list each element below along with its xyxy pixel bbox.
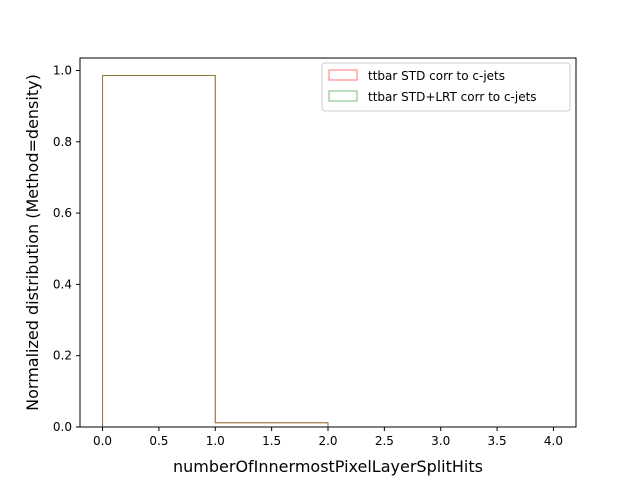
x-tick-label: 1.5	[262, 434, 281, 448]
legend-entry-std-lrt: ttbar STD+LRT corr to c-jets	[368, 90, 537, 104]
x-tick-label: 2.0	[318, 434, 337, 448]
x-tick-label: 2.5	[375, 434, 394, 448]
axes-frame	[79, 57, 577, 428]
legend-box	[321, 62, 571, 112]
plot-area	[102, 74, 329, 427]
x-tick-label: 0.0	[93, 434, 112, 448]
x-tick-label: 4.0	[544, 434, 563, 448]
x-tick-label: 1.0	[206, 434, 225, 448]
y-tick-label: 0.0	[53, 420, 72, 434]
legend: ttbar STD corr to c-jets ttbar STD+LRT c…	[321, 62, 571, 112]
legend-entry-std: ttbar STD corr to c-jets	[368, 69, 505, 83]
x-tick-label: 3.0	[431, 434, 450, 448]
legend-swatch-std-lrt	[328, 90, 358, 102]
x-tick-label: 0.5	[149, 434, 168, 448]
legend-swatch-std	[328, 69, 358, 81]
y-axis-label: Normalized distribution (Method=density)	[23, 74, 42, 411]
y-tick-label: 0.6	[53, 206, 72, 220]
y-tick-label: 1.0	[53, 63, 72, 77]
x-axis-label: numberOfInnermostPixelLayerSplitHits	[173, 457, 483, 476]
y-axis-ticks: 0.0 0.2 0.4 0.6 0.8 1.0	[53, 63, 80, 434]
histogram-series-1	[102, 74, 329, 427]
y-tick-label: 0.8	[53, 135, 72, 149]
y-tick-label: 0.4	[53, 277, 72, 291]
x-axis-ticks: 0.0 0.5 1.0 1.5 2.0 2.5 3.0 3.5 4.0	[93, 427, 563, 448]
y-tick-label: 0.2	[53, 349, 72, 363]
x-tick-label: 3.5	[488, 434, 507, 448]
